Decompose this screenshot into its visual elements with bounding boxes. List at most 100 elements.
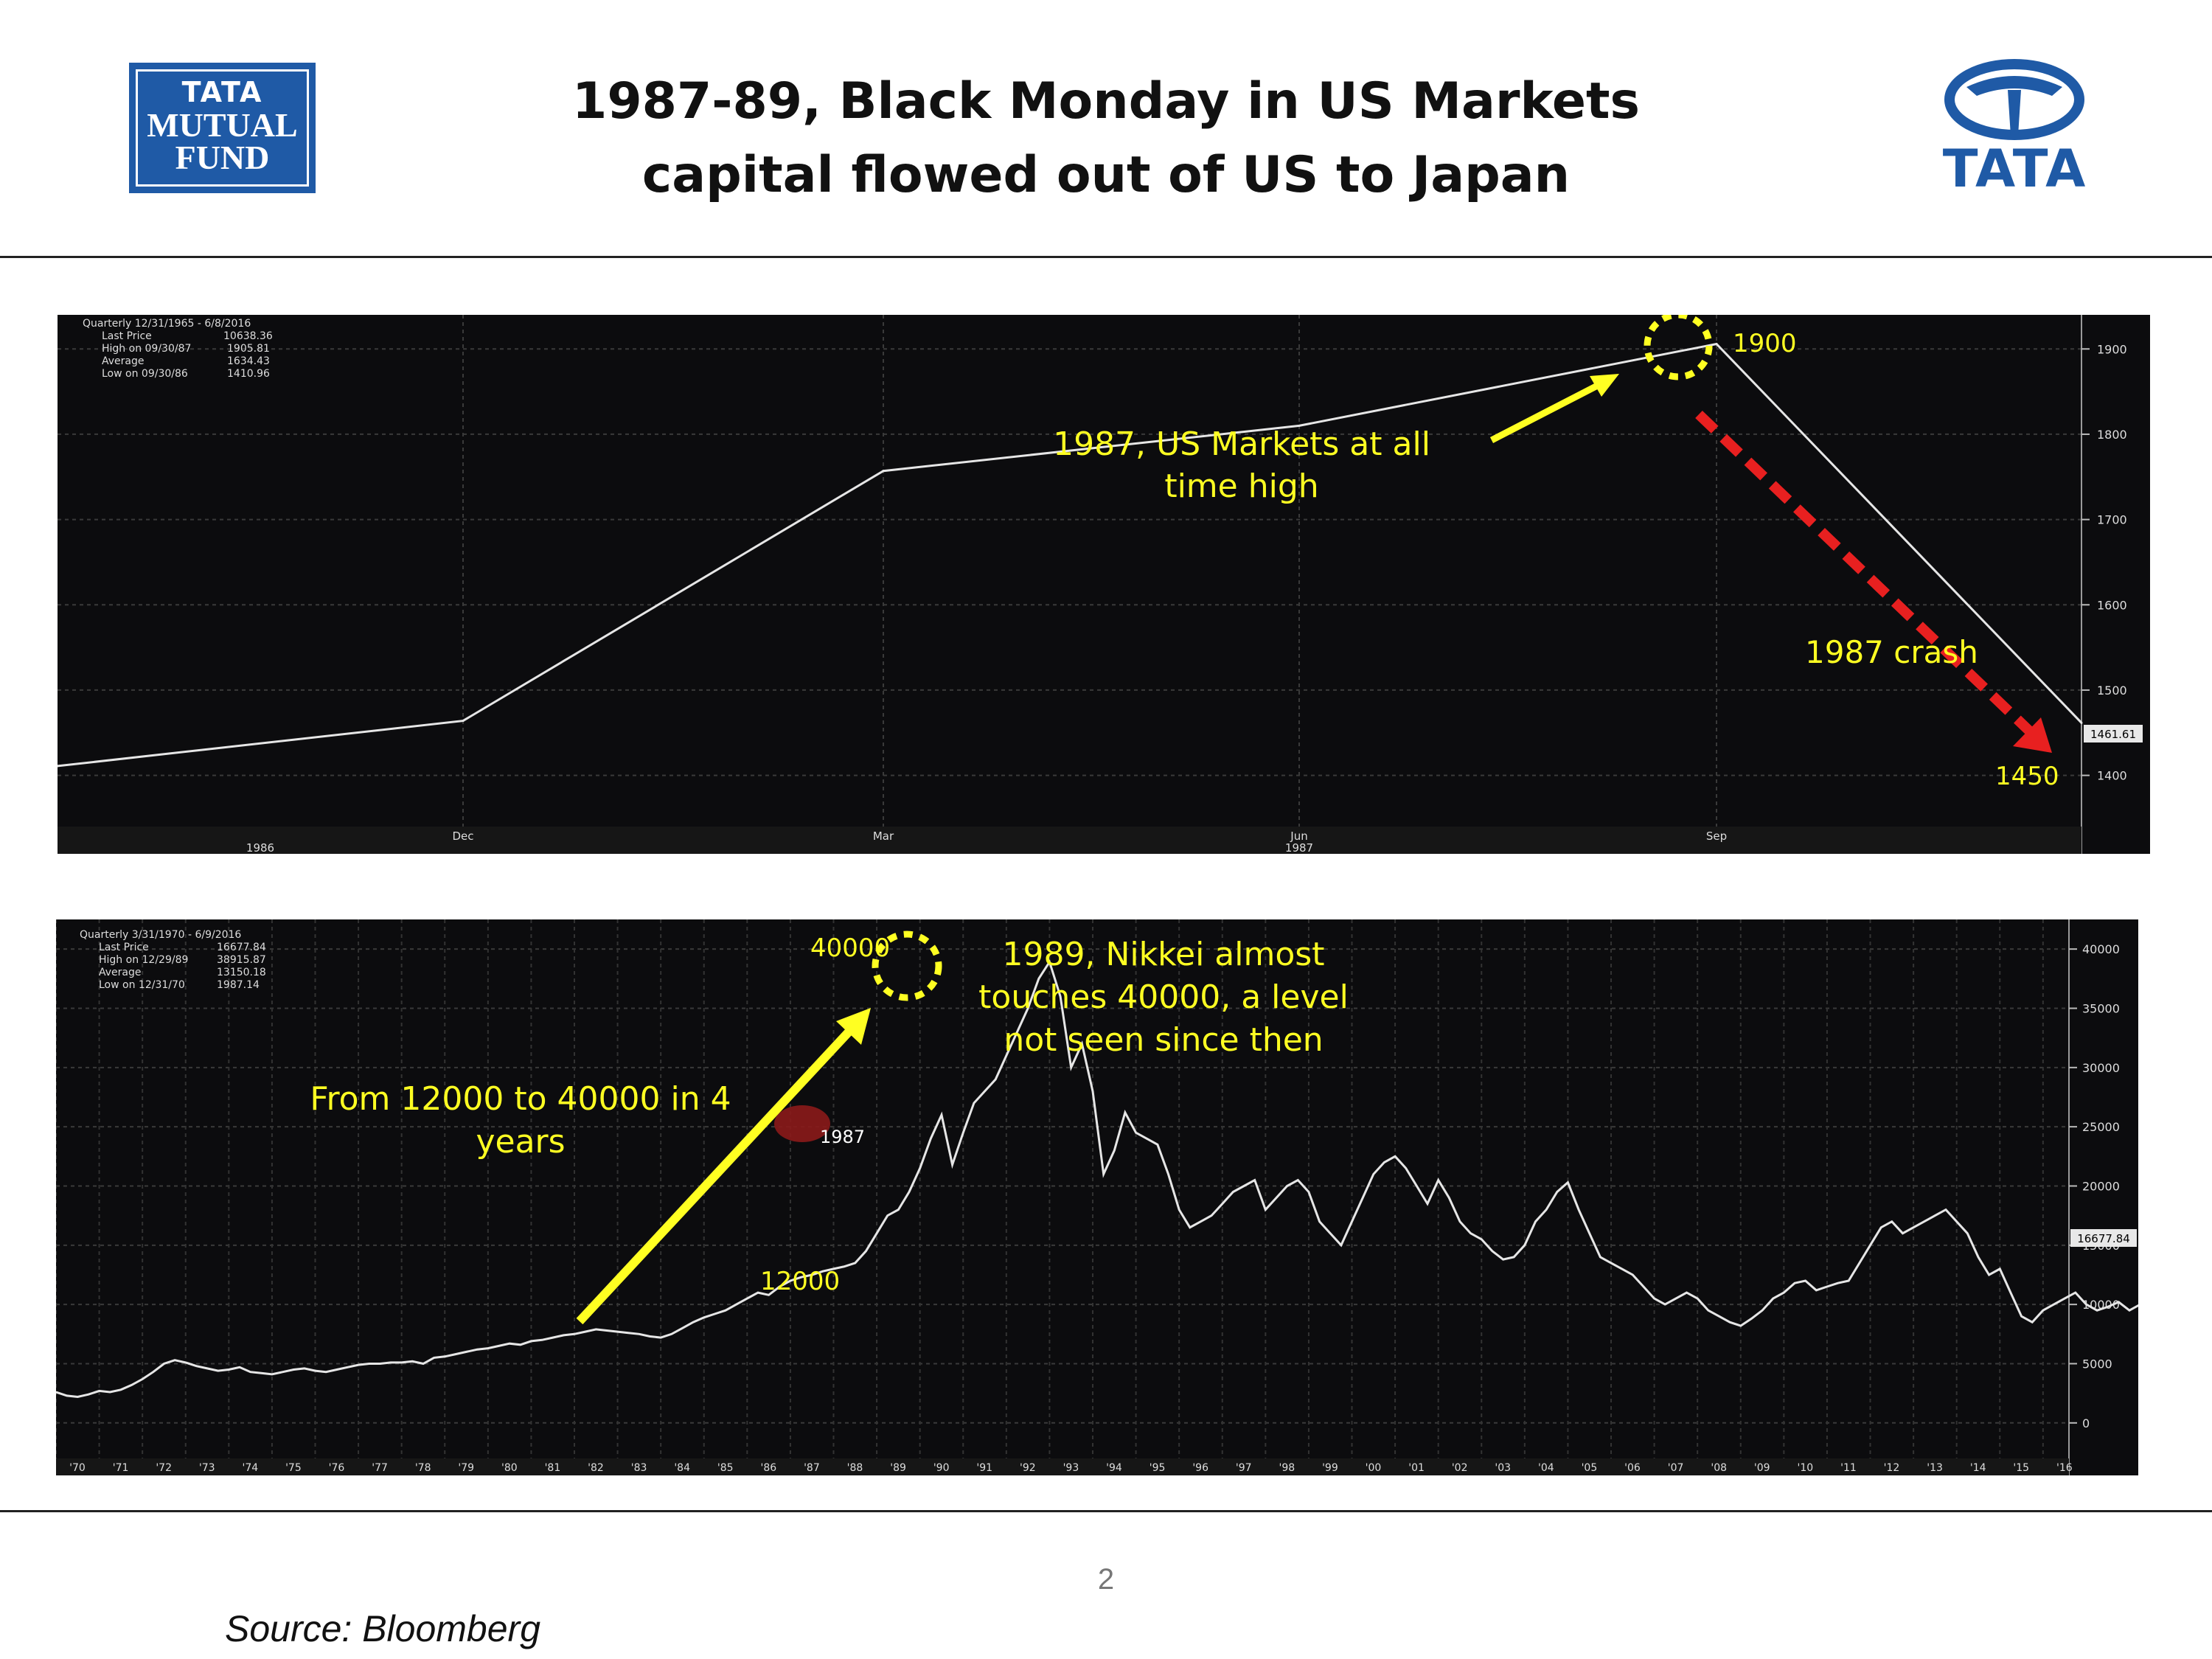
nikkei-data-point-4	[98, 1390, 100, 1392]
rise-arrow	[576, 1023, 858, 1325]
y-tick-label-1700: 1700	[2097, 513, 2127, 527]
nikkei-data-point-73	[844, 1265, 846, 1267]
nikkei-data-point-140	[1567, 1181, 1569, 1183]
nikkei-data-point-139	[1556, 1191, 1558, 1193]
nikkei-data-point-15	[217, 1370, 219, 1372]
nikkei-last-value-label: 16677.84	[2077, 1232, 2130, 1245]
nikkei-data-point-5	[109, 1391, 111, 1394]
nikkei-data-point-17	[238, 1366, 240, 1368]
nikkei-data-point-141	[1578, 1208, 1580, 1211]
nikkei-data-point-9	[152, 1371, 154, 1373]
nikkei-data-point-106	[1200, 1220, 1202, 1222]
nikkei-data-point-192	[2129, 1310, 2131, 1312]
x-tick-label-1975: '75	[285, 1462, 302, 1474]
y-tick-label-1600: 1600	[2097, 598, 2127, 612]
x-tick-label-2004: '04	[1538, 1462, 1554, 1474]
nikkei-data-point-158	[1761, 1310, 1764, 1312]
y-tick-label-1400: 1400	[2097, 769, 2127, 783]
nikkei-data-point-157	[1750, 1318, 1753, 1320]
nikkei-data-point-180	[1999, 1267, 2001, 1270]
nikkei-data-point-165	[1837, 1282, 1839, 1284]
y-tick-label-40000: 40000	[2082, 942, 2120, 956]
nikkei-start-value: 12000	[760, 1267, 840, 1296]
nikkei-data-point-14	[206, 1367, 209, 1369]
legend-average-value: 13150.18	[217, 967, 266, 978]
nikkei-data-point-134	[1502, 1259, 1504, 1261]
x-tick-label-2016: '16	[2056, 1462, 2073, 1474]
x-tick-label-1977: '77	[372, 1462, 388, 1474]
nikkei-data-point-37	[454, 1353, 456, 1355]
nikkei-data-point-143	[1599, 1256, 1601, 1258]
nikkei-data-point-84	[962, 1132, 964, 1134]
nikkei-data-point-55	[649, 1335, 651, 1338]
nikkei-data-point-69	[800, 1276, 802, 1279]
nikkei-series-line	[56, 959, 2138, 1399]
nikkei-data-point-90	[1027, 1007, 1029, 1009]
us-low-value: 1450	[1995, 762, 2059, 791]
nikkei-data-point-136	[1523, 1244, 1526, 1246]
nikkei-data-point-43	[519, 1343, 521, 1346]
tata-wordmark: TATA	[1942, 139, 2087, 199]
nikkei-data-point-91	[1037, 978, 1040, 980]
x-tick-label-1979: '79	[458, 1462, 474, 1474]
us-last-value-label: 1461.61	[2090, 728, 2136, 741]
nikkei-data-point-166	[1848, 1280, 1850, 1282]
nikkei-data-point-145	[1621, 1267, 1623, 1270]
x-tick-label-1980: '80	[501, 1462, 518, 1474]
legend-low-value: 1987.14	[217, 979, 260, 991]
us-data-point-2	[882, 470, 885, 473]
nikkei-data-point-155	[1729, 1321, 1731, 1324]
nikkei-data-point-147	[1642, 1286, 1644, 1288]
y-tick-label-1500: 1500	[2097, 684, 2127, 698]
nikkei-data-point-151	[1686, 1292, 1688, 1294]
x-tick-label-1970: '70	[69, 1462, 86, 1474]
nikkei-data-point-25	[325, 1371, 327, 1373]
crash-arrow	[1695, 410, 2034, 736]
nikkei-data-point-163	[1815, 1289, 1818, 1291]
nikkei-data-point-150	[1674, 1298, 1677, 1300]
nikkei-data-point-133	[1491, 1250, 1493, 1252]
nikkei-data-point-185	[2053, 1304, 2055, 1306]
nikkei-data-point-38	[465, 1351, 467, 1353]
x-tick-label-1978: '78	[415, 1462, 431, 1474]
x-tick-label-2009: '09	[1754, 1462, 1770, 1474]
y-tick-label-30000: 30000	[2082, 1061, 2120, 1075]
x-tick-label-2000: '00	[1366, 1462, 1382, 1474]
nikkei-data-point-148	[1653, 1298, 1655, 1300]
legend-high-label: High on 12/29/89	[99, 954, 188, 966]
nikkei-data-point-22	[293, 1368, 295, 1371]
nikkei-chart-legend: Quarterly 3/31/1970 - 6/9/2016 Last Pric…	[80, 929, 266, 991]
legend-range: Quarterly 3/31/1970 - 6/9/2016	[80, 929, 241, 941]
nikkei-data-point-184	[2042, 1310, 2044, 1312]
nikkei-data-point-67	[779, 1286, 781, 1288]
nikkei-data-point-126	[1416, 1185, 1418, 1187]
crash-label: 1987 crash	[1805, 634, 1978, 670]
nikkei-data-point-173	[1923, 1220, 1925, 1222]
nikkei-data-point-34	[422, 1363, 424, 1365]
nikkei-data-point-30	[379, 1363, 381, 1365]
nikkei-data-point-3	[87, 1394, 89, 1396]
nikkei-data-point-144	[1610, 1262, 1613, 1264]
x-tick-label-2011: '11	[1840, 1462, 1857, 1474]
nikkei-data-point-124	[1394, 1155, 1397, 1158]
nikkei-data-point-78	[897, 1208, 900, 1211]
nikkei-data-point-47	[563, 1334, 565, 1336]
legend-range: Quarterly 12/31/1965 - 6/8/2016	[83, 318, 251, 330]
y-tick-label-25000: 25000	[2082, 1120, 2120, 1134]
nikkei-data-point-115	[1297, 1179, 1299, 1181]
x-tick-label-2013: '13	[1927, 1462, 1943, 1474]
nikkei-data-point-12	[184, 1361, 187, 1363]
us-data-point-0	[58, 765, 59, 768]
nikkei-data-point-42	[509, 1343, 511, 1345]
nikkei-data-point-23	[303, 1367, 305, 1369]
nikkei-data-point-104	[1178, 1208, 1180, 1211]
x-tick-label-1973: '73	[199, 1462, 215, 1474]
nikkei-data-point-75	[865, 1250, 867, 1252]
x-tick-label-1996: '96	[1192, 1462, 1208, 1474]
mf-logo-line2: MUTUAL	[147, 106, 298, 144]
nikkei-data-point-113	[1275, 1197, 1277, 1199]
x-tick-label-1993: '93	[1063, 1462, 1079, 1474]
us-chart-x-axis: Dec Mar Jun Sep 1986 1987	[246, 830, 1727, 854]
nikkei-data-point-101	[1146, 1138, 1148, 1140]
tata-mutual-fund-logo: TATA MUTUAL FUND	[129, 63, 316, 193]
